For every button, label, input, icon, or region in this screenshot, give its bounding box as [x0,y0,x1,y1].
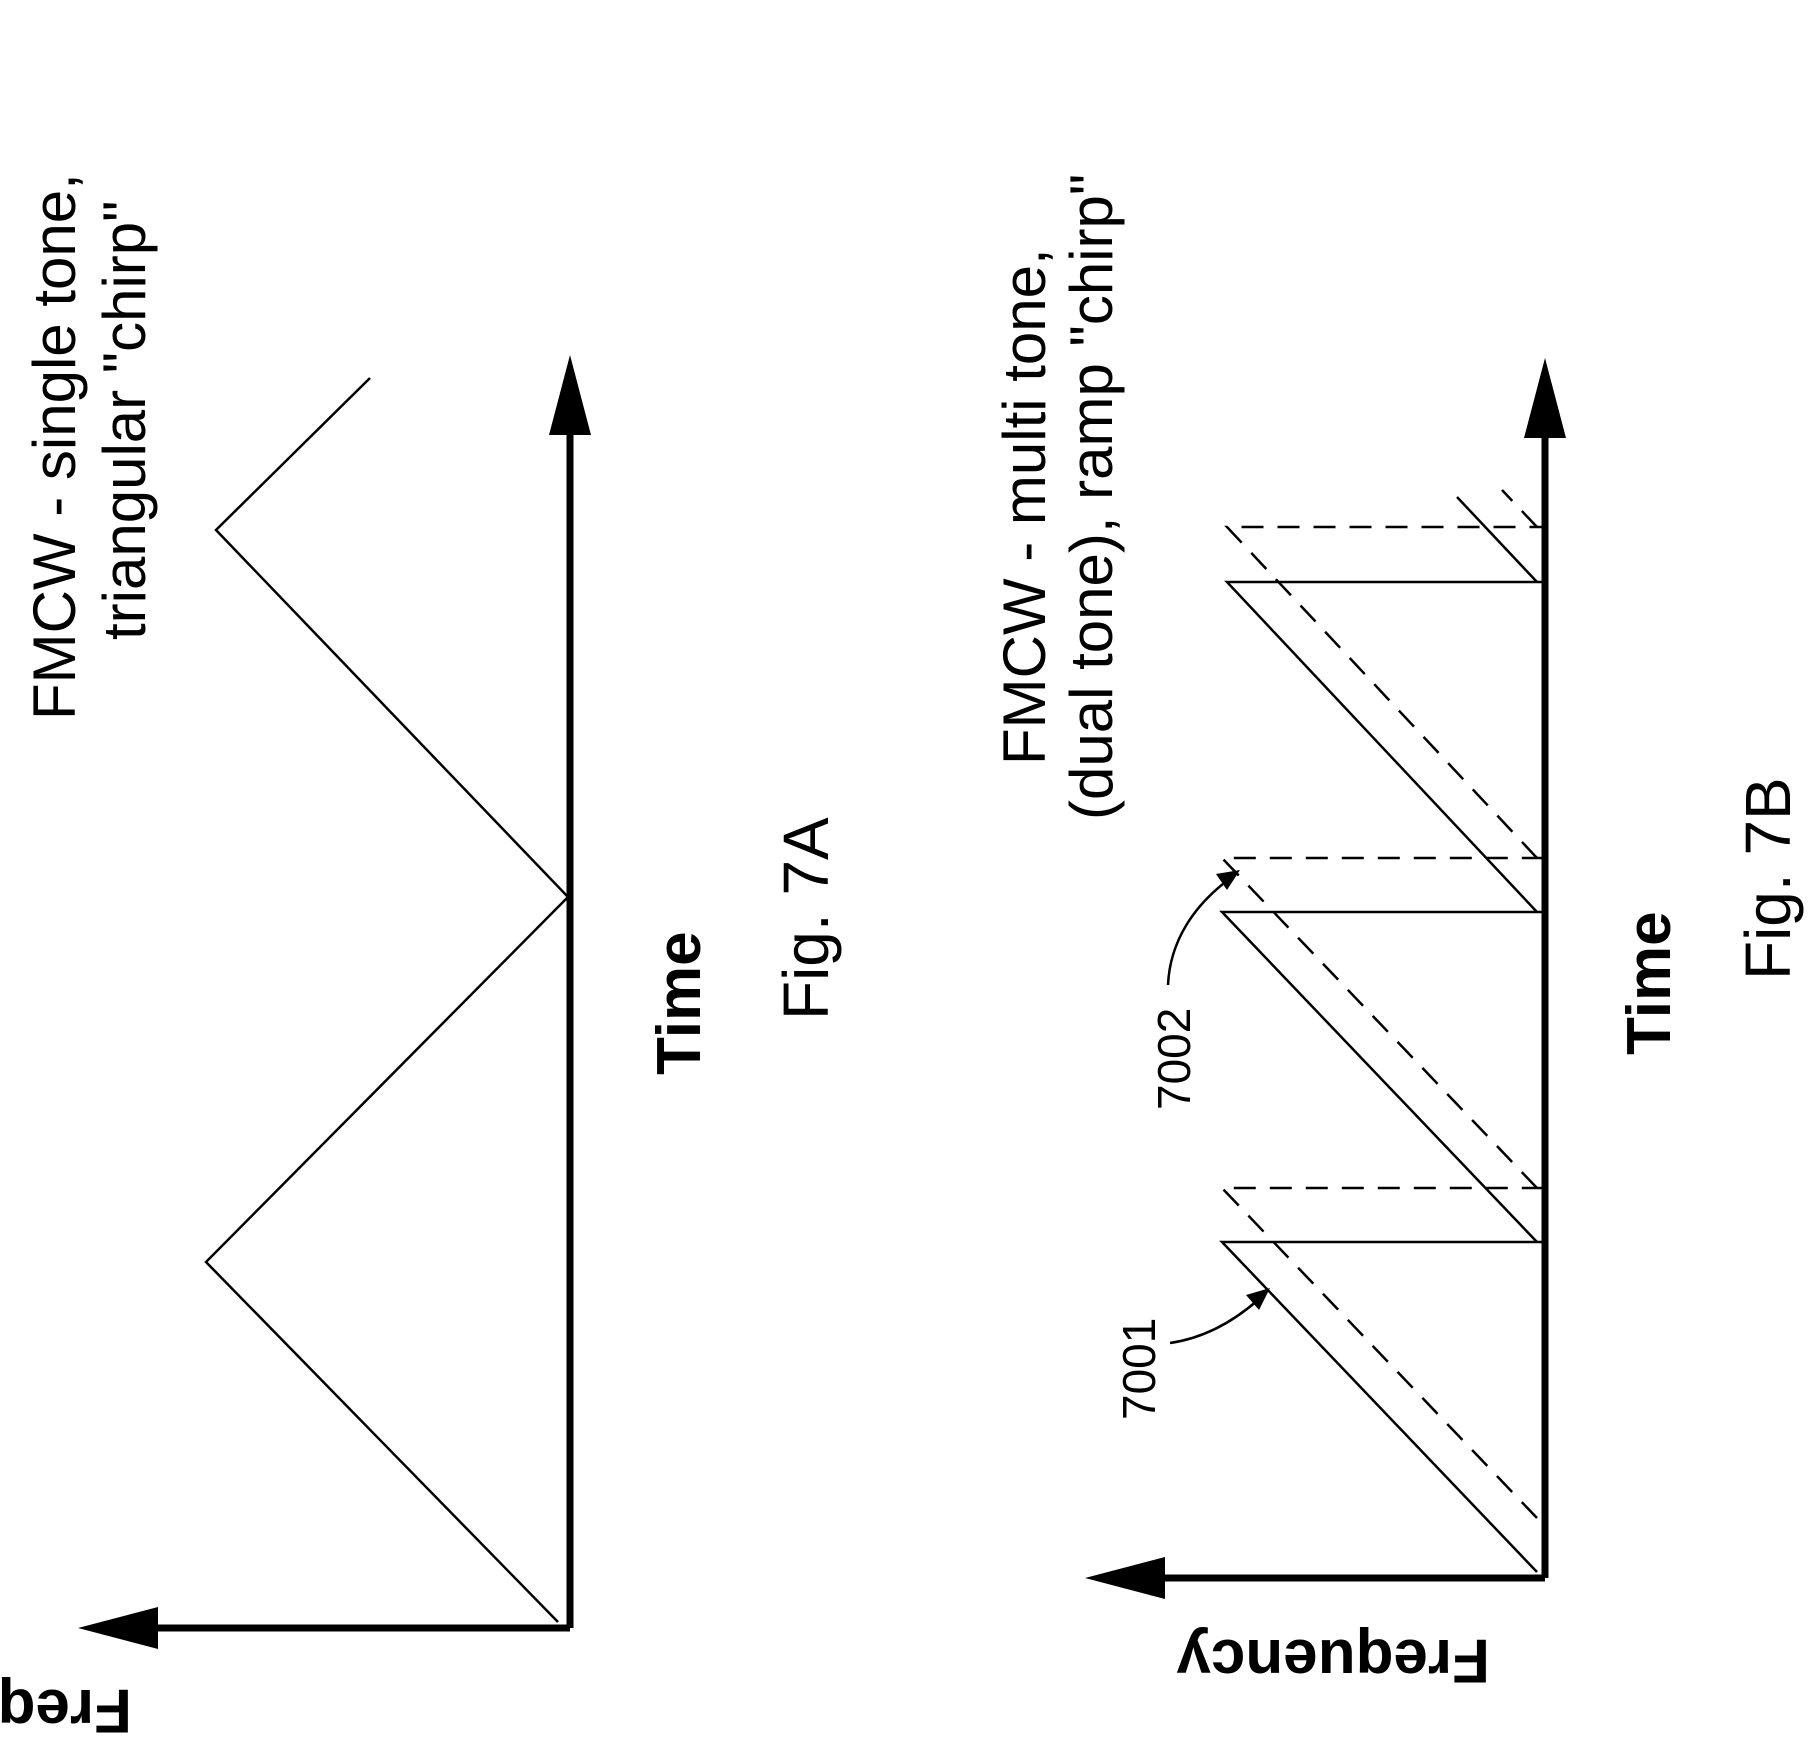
fig-7b-dashed-ramp-chirp [1219,489,1545,1519]
fig-7b-title-line1: FMCW - multi tone, [991,248,1058,765]
fig-7a-time-axis-arrowhead [549,355,591,435]
fig-7b-title-line2: (dual tone), ramp "chirp" [1058,174,1125,820]
fig-7a-frequency-label: Frequency [0,1676,132,1745]
fig-7b-callout-7002-leader [1166,879,1229,986]
fig-7b-ref-7001: 7001 [1113,1318,1165,1420]
fig-7b-ref-7002: 7002 [1148,1008,1200,1110]
fig-7b-callout-7001-leader [1169,1299,1259,1345]
fig-7a-title-line1: FMCW - single tone, [21,173,88,720]
fig-7a-title-line2: triangular "chirp" [91,201,158,640]
fig-7b-callout-7001-arrowhead [1246,1288,1270,1310]
fig-7b: FMCW - multi tone, (dual tone), ramp "ch… [991,174,1804,1695]
fig-7b-figure-label: Fig. 7B [1732,777,1804,980]
fig-7b-time-label: Time [1615,911,1684,1055]
fig-7b-frequency-label: Frequency [1176,1626,1490,1695]
fig-7a: FMCW - single tone, triangular "chirp" T… [0,173,842,1745]
fig-7a-triangular-chirp [204,377,570,1623]
fig-7b-frequency-axis-arrowhead [1085,1557,1165,1599]
fig-7a-figure-label: Fig. 7A [770,817,842,1020]
fig-7b-callout-7002-arrowhead [1216,870,1240,890]
fig-7b-time-axis-arrowhead [1524,358,1566,438]
fig-7a-time-label: Time [645,931,714,1075]
fig-7a-frequency-axis-arrowhead [78,1607,158,1649]
fig-7b-solid-ramp-chirp [1219,496,1545,1573]
